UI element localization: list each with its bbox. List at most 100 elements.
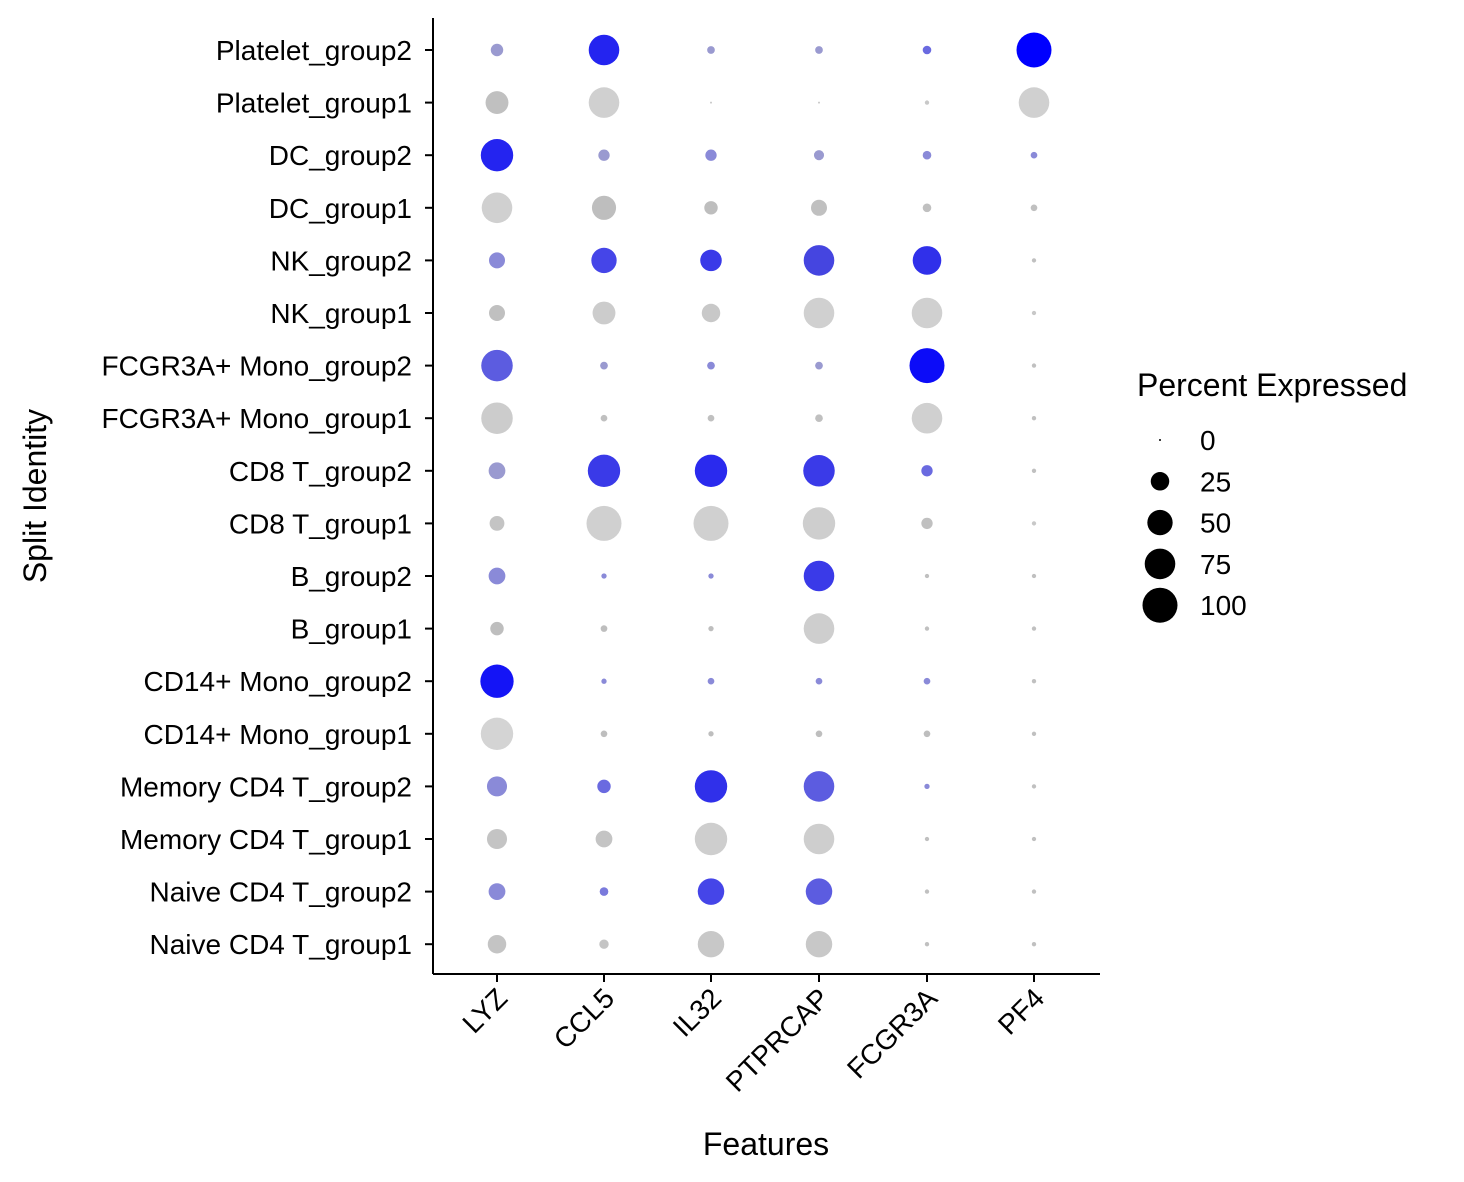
dot-point — [697, 930, 725, 958]
dot-point — [921, 517, 933, 530]
dot-point — [805, 878, 833, 905]
dot-point — [803, 560, 835, 592]
x-tick-label: IL32 — [667, 982, 727, 1042]
dot-point — [1031, 310, 1037, 316]
y-tick-label: NK_group2 — [270, 245, 412, 276]
dot-point — [803, 455, 835, 487]
dot-point — [599, 939, 609, 949]
x-tick-label: PF4 — [992, 982, 1050, 1040]
x-tick-label: PTPRCAP — [720, 982, 835, 1097]
dot-point — [591, 195, 617, 220]
legend-size-key — [1159, 439, 1161, 441]
dot-point — [485, 91, 509, 115]
y-tick-label: CD8 T_group2 — [229, 456, 412, 487]
x-axis-title: Features — [703, 1126, 829, 1162]
dot-point — [592, 301, 616, 325]
dot-point — [600, 414, 608, 422]
dot-point — [1031, 573, 1037, 579]
dot-point — [923, 730, 931, 738]
dot-point — [922, 203, 932, 213]
dot-point — [600, 730, 608, 738]
dot-point — [1031, 468, 1037, 473]
dot-point — [912, 246, 942, 275]
dot-point — [708, 625, 714, 632]
dot-point — [480, 717, 514, 751]
dot-point — [705, 149, 717, 161]
dot-point — [818, 101, 820, 104]
dot-point — [924, 573, 930, 579]
dot-point — [693, 505, 729, 541]
legend-label: 100 — [1200, 590, 1247, 621]
dot-point — [488, 304, 506, 322]
legend-size-key — [1150, 472, 1170, 491]
dot-point — [488, 462, 506, 480]
dot-point — [487, 934, 507, 954]
dot-point — [701, 303, 721, 323]
dot-point — [922, 45, 932, 55]
y-tick-label: B_group1 — [291, 614, 412, 645]
dot-point — [924, 100, 930, 105]
dot-point — [1031, 626, 1037, 631]
dot-point — [1031, 363, 1037, 368]
y-tick-label: Platelet_group2 — [216, 35, 412, 66]
dot-point — [587, 454, 621, 488]
dot-point — [815, 361, 823, 370]
dot-point — [805, 930, 833, 958]
legend-label: 50 — [1200, 508, 1231, 539]
dot-point — [600, 625, 608, 632]
dot-point — [598, 149, 610, 161]
dot-point — [924, 942, 930, 947]
dot-point — [591, 247, 617, 274]
dot-point — [1031, 942, 1037, 947]
dot-point — [815, 46, 823, 54]
dot-point — [803, 613, 835, 644]
dot-point — [1031, 416, 1037, 421]
dots-layer — [480, 32, 1052, 958]
dot-point — [588, 87, 620, 118]
dot-point — [815, 414, 823, 423]
dot-point — [1031, 258, 1037, 263]
dot-point — [810, 199, 828, 216]
legend: Percent Expressed 0 25 50 75 100 — [1137, 367, 1407, 623]
y-axis-ticks — [425, 49, 433, 946]
y-tick-label: Memory CD4 T_group2 — [120, 771, 412, 802]
dot-point — [707, 677, 715, 685]
y-tick-label: Platelet_group1 — [216, 88, 412, 119]
dot-point — [597, 779, 611, 794]
dot-point — [921, 465, 933, 477]
y-tick-label: Memory CD4 T_group1 — [120, 824, 412, 855]
dot-point — [815, 730, 823, 738]
y-tick-label: DC_group1 — [269, 193, 412, 224]
dot-point — [694, 770, 728, 803]
dot-point — [480, 664, 514, 698]
dot-point — [1031, 784, 1037, 789]
y-tick-label: CD14+ Mono_group1 — [143, 719, 412, 750]
dot-point — [922, 150, 932, 160]
dot-point — [1018, 87, 1050, 118]
dot-point — [815, 677, 823, 685]
dot-point — [924, 626, 930, 631]
dot-point — [486, 776, 508, 797]
dot-point — [488, 567, 506, 585]
dot-point — [909, 348, 945, 384]
x-tick-label: CCL5 — [548, 982, 621, 1055]
dot-point — [481, 192, 513, 224]
dot-point — [601, 573, 607, 579]
dot-point — [595, 830, 613, 848]
dot-point — [802, 507, 836, 540]
dot-point — [586, 505, 622, 541]
dot-point — [600, 361, 608, 370]
dot-point — [1031, 679, 1037, 684]
y-tick-label: NK_group1 — [270, 298, 412, 329]
dot-point — [1016, 32, 1052, 68]
legend-title: Percent Expressed — [1137, 367, 1407, 403]
dot-point — [707, 361, 715, 370]
legend-label: 0 — [1200, 425, 1216, 456]
dot-point — [911, 402, 943, 434]
dot-point — [488, 252, 506, 269]
y-axis-tick-labels: Platelet_group2 Platelet_group1 DC_group2 D… — [101, 35, 412, 960]
dot-point — [911, 297, 943, 329]
y-axis-title: Split Identity — [17, 409, 53, 583]
y-tick-label: FCGR3A+ Mono_group1 — [101, 403, 412, 434]
